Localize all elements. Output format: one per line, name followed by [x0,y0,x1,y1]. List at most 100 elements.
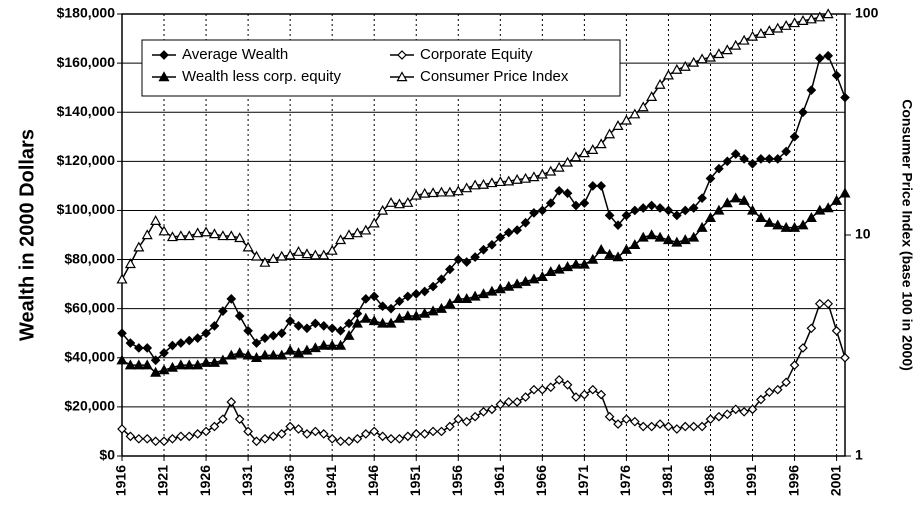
marker [201,426,211,437]
marker [713,204,725,215]
marker [545,266,557,277]
marker [234,311,245,321]
marker [183,230,195,241]
marker [831,325,842,336]
marker [679,234,691,245]
marker [721,44,733,55]
marker [133,241,145,252]
marker [595,138,607,149]
marker [453,254,464,265]
marker [217,354,229,365]
marker [284,344,296,355]
marker [789,360,800,370]
marker [822,8,834,19]
marker [276,250,288,261]
marker [461,416,472,427]
marker [789,131,800,142]
x-tick-label: 1966 [533,465,549,496]
marker [133,343,144,353]
marker [377,431,388,442]
marker [587,181,598,191]
marker [251,338,262,348]
marker [495,399,506,410]
marker [470,252,480,262]
marker [798,343,808,353]
legend: Average Wealth Corporate Equity Wealth les… [141,39,621,97]
marker [486,177,498,188]
marker [344,318,354,329]
marker [545,198,556,208]
legend-label: Consumer Price Index [420,68,569,85]
y2-tick-label: 100 [855,5,879,21]
marker [604,128,616,139]
x-tick-label: 2001 [827,465,843,496]
marker [578,258,590,269]
marker [747,30,759,41]
marker [705,173,716,184]
marker [477,288,490,299]
x-tick-label: 1936 [281,465,297,496]
marker [116,354,128,365]
marker [772,219,784,230]
marker [545,382,556,393]
marker [184,335,195,346]
marker [638,203,649,213]
marker [318,339,330,350]
x-tick-label: 1961 [491,465,507,496]
marker [327,433,338,444]
marker [352,433,363,444]
legend-marker [159,50,169,60]
marker [722,156,733,167]
marker [302,323,312,334]
marker [393,312,405,323]
marker [444,186,456,197]
marker [309,342,321,353]
marker [823,298,834,309]
marker [225,349,237,360]
marker [671,63,683,74]
marker [360,312,372,323]
marker [688,56,700,67]
marker [259,256,271,267]
legend-marker [158,71,170,82]
marker [604,248,616,259]
x-tick-label: 1941 [323,465,339,496]
marker [520,217,531,228]
y-tick-label: $40,000 [64,348,115,364]
plot-frame [121,13,846,457]
y2-tick-label: 1 [855,447,863,463]
marker [293,321,304,331]
marker [150,436,161,447]
marker [192,429,203,439]
marker [360,429,371,439]
marker [142,343,153,353]
marker [428,281,438,292]
marker [714,163,724,174]
marker [276,349,288,360]
marker [393,198,405,209]
legend-marker [396,71,408,82]
marker [512,225,522,235]
marker [520,275,532,286]
marker [435,302,447,313]
marker [730,404,741,415]
marker [696,53,708,64]
marker [529,208,539,218]
marker [377,204,389,215]
marker [251,436,262,447]
marker [218,414,228,425]
marker [562,261,574,272]
marker [528,171,540,182]
marker [166,231,178,242]
marker [562,379,573,390]
marker [662,234,674,245]
marker [176,338,186,348]
marker [663,205,674,216]
marker [646,91,658,102]
marker [747,158,758,169]
series [117,50,850,366]
marker [276,429,287,439]
marker [301,248,313,259]
marker [167,433,178,444]
marker [267,253,279,264]
